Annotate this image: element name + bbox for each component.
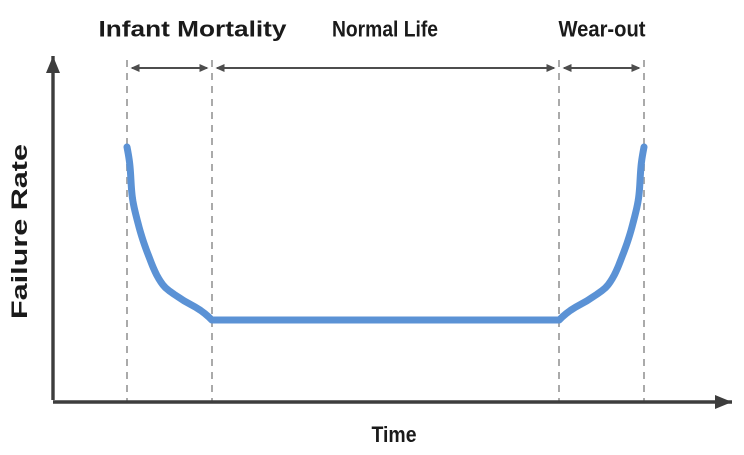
svg-text:Wear-out: Wear-out [559,17,647,42]
svg-text:Normal Life: Normal Life [332,17,438,42]
svg-text:Failure Rate: Failure Rate [7,144,32,319]
svg-text:Time: Time [372,422,417,447]
svg-text:Infant Mortality: Infant Mortality [99,17,288,42]
